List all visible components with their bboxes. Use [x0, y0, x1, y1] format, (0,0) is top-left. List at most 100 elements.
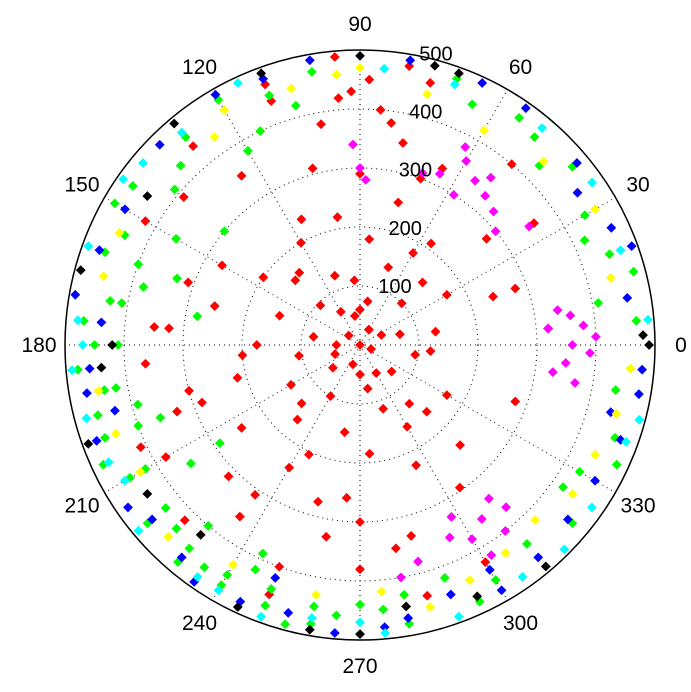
scatter-point: [348, 359, 358, 370]
scatter-point: [142, 191, 153, 202]
scatter-point: [453, 68, 464, 79]
scatter-point: [386, 366, 397, 377]
scatter-point: [355, 62, 365, 73]
scatter-point: [306, 613, 317, 623]
scatter-point: [307, 163, 318, 174]
scatter-point: [149, 322, 160, 332]
scatter-point: [236, 423, 247, 433]
scatter-point: [378, 403, 389, 414]
scatter-point: [123, 502, 133, 513]
scatter-point: [329, 52, 340, 62]
scatter-point: [292, 414, 303, 425]
scatter-point: [107, 340, 118, 350]
scatter-point: [606, 222, 617, 233]
scatter-point: [547, 367, 558, 378]
scatter-point: [371, 368, 382, 379]
scatter-point: [521, 538, 532, 549]
scatter-point: [283, 607, 294, 618]
scatter-point: [188, 141, 199, 152]
scatter-point: [195, 529, 206, 540]
scatter-point: [615, 245, 626, 256]
scatter-point: [480, 557, 491, 568]
scatter-point: [274, 561, 285, 572]
angle-tick-label: 300: [503, 612, 538, 635]
scatter-point: [160, 452, 171, 463]
scatter-point: [448, 189, 459, 200]
scatter-point: [476, 514, 487, 524]
scatter-point: [98, 271, 109, 282]
scatter-point: [579, 210, 590, 221]
scatter-point: [501, 502, 511, 513]
angle-spoke: [359, 344, 616, 493]
scatter-point: [376, 586, 387, 597]
scatter-point: [398, 138, 408, 148]
scatter-point: [605, 272, 616, 283]
scatter-point: [537, 123, 547, 133]
scatter-point: [355, 340, 365, 350]
scatter-point: [280, 619, 291, 630]
scatter-point: [644, 340, 655, 350]
scatter-point: [610, 385, 621, 395]
scatter-point: [363, 324, 374, 335]
scatter-point: [264, 90, 275, 101]
scatter-point: [184, 543, 195, 554]
scatter-point: [590, 475, 600, 486]
scatter-point: [250, 564, 261, 575]
scatter-point: [574, 466, 585, 477]
scatter-point: [125, 472, 135, 483]
scatter-point: [408, 248, 419, 258]
scatter-point: [399, 589, 409, 600]
scatter-point: [329, 628, 340, 638]
scatter-point: [634, 414, 645, 425]
scatter-point: [96, 317, 107, 328]
scatter-point: [286, 83, 297, 94]
scatter-point: [171, 523, 182, 534]
scatter-point: [429, 60, 440, 71]
scatter-point: [132, 399, 143, 410]
scatter-point: [411, 460, 422, 471]
scatter-point: [425, 602, 436, 613]
scatter-point: [355, 629, 365, 640]
scatter-point: [103, 457, 114, 468]
scatter-point: [430, 326, 441, 337]
scatter-point: [379, 63, 390, 74]
scatter-point: [258, 272, 269, 283]
scatter-point: [133, 525, 144, 536]
scatter-point: [422, 590, 433, 601]
scatter-point: [585, 348, 595, 358]
scatter-point: [355, 304, 365, 315]
scatter-point: [304, 624, 315, 635]
scatter-point: [355, 564, 365, 575]
radial-tick-label: 100: [378, 276, 411, 298]
scatter-point: [500, 547, 511, 558]
scatter-point: [386, 118, 397, 128]
scatter-point: [552, 305, 563, 316]
scatter-point: [160, 503, 171, 513]
scatter-point: [163, 532, 173, 542]
scatter-point: [223, 471, 234, 482]
scatter-point: [169, 184, 180, 195]
scatter-point: [96, 362, 107, 373]
scatter-point: [520, 103, 531, 114]
scatter-point: [343, 330, 354, 341]
scatter-point: [488, 206, 499, 217]
scatter-point: [362, 296, 373, 307]
scatter-point: [625, 363, 636, 374]
scatter-point: [93, 386, 104, 397]
scatter-point: [257, 548, 268, 559]
scatter-point: [135, 442, 146, 453]
scatter-point: [294, 267, 305, 278]
scatter-point: [355, 50, 365, 61]
scatter-point: [321, 531, 332, 542]
scatter-point: [311, 589, 321, 600]
scatter-point: [470, 175, 480, 186]
scatter-point: [89, 340, 100, 350]
scatter-point: [179, 515, 190, 526]
scatter-point: [490, 226, 501, 237]
scatter-point: [626, 241, 637, 252]
scatter-point: [364, 74, 375, 85]
scatter-point: [327, 362, 338, 373]
scatter-point: [567, 488, 578, 499]
scatter-point: [403, 613, 414, 623]
